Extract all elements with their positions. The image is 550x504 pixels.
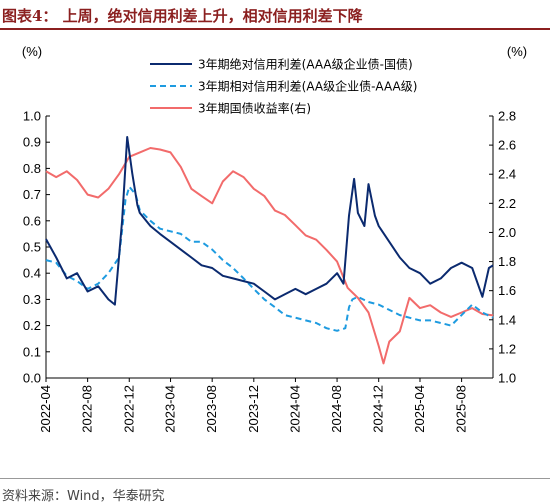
y-right-tick-label: 2.8 <box>498 109 516 124</box>
x-tick-label: 2022-04 <box>38 385 53 433</box>
x-tick-label: 2024-12 <box>371 385 386 433</box>
series-line-2 <box>45 185 494 332</box>
series-layer <box>45 136 494 365</box>
y-left-tick-label: 0.1 <box>23 344 41 359</box>
y-left-tick-label: 0.7 <box>23 187 41 202</box>
y-right-tick-label: 2.4 <box>498 167 516 182</box>
legend-label-3: 3年期国债收益率(右) <box>198 101 311 116</box>
source-note: 资料来源：Wind，华泰研究 <box>2 489 165 504</box>
x-tick-label: 2024-04 <box>287 385 302 433</box>
series-line-3 <box>45 147 494 365</box>
y-right-tick-label: 2.2 <box>498 196 516 211</box>
y-right-tick-label: 2.0 <box>498 225 516 240</box>
y-left-tick-label: 0.8 <box>23 161 41 176</box>
y-right-tick-label: 2.6 <box>498 138 516 153</box>
y-left-tick-label: 0.9 <box>23 135 41 150</box>
y-left-tick-label: 0.4 <box>23 266 41 281</box>
chart: (%) (%) 0.0 0.1 0.2 0.3 0.4 0.5 0.6 0.7 0.8 0.9 1.0 1… <box>22 44 527 433</box>
axes: (%) (%) 0.0 0.1 0.2 0.3 0.4 0.5 0.6 0.7 0.8 0.9 1.0 1… <box>22 44 527 433</box>
legend-label-1: 3年期绝对信用利差(AAA级企业债-国债) <box>198 57 413 72</box>
y-right-tick-label: 1.4 <box>498 312 516 327</box>
y-left-tick-label: 0.2 <box>23 318 41 333</box>
y-right-unit: (%) <box>507 44 527 59</box>
legend-label-2: 3年期相对信用利差(AA级企业债-AAA级) <box>198 79 417 94</box>
x-tick-label: 2023-04 <box>163 385 178 433</box>
chart-title: 图表4： 上周，绝对信用利差上升，相对信用利差下降 <box>2 7 363 25</box>
title-bar: 图表4： 上周，绝对信用利差上升，相对信用利差下降 <box>0 0 550 30</box>
legend: 3年期绝对信用利差(AAA级企业债-国债) 3年期相对信用利差(AA级企业债-AA… <box>150 57 417 116</box>
y-left-unit: (%) <box>22 44 42 59</box>
y-left-tick-label: 0.5 <box>23 240 41 255</box>
y-right-tick-label: 1.8 <box>498 254 516 269</box>
x-tick-label: 2024-08 <box>329 385 344 433</box>
x-tick-label: 2025-08 <box>454 385 469 433</box>
y-left-tick-label: 0.0 <box>23 371 41 386</box>
y-left-tick-label: 1.0 <box>23 109 41 124</box>
y-right-tick-label: 1.6 <box>498 283 516 298</box>
x-tick-label: 2022-12 <box>121 385 136 433</box>
y-left-tick-label: 0.6 <box>23 213 41 228</box>
y-left-tick-label: 0.3 <box>23 292 41 307</box>
x-tick-label: 2023-08 <box>204 385 219 433</box>
series-line-1 <box>45 136 494 306</box>
x-tick-label: 2023-12 <box>246 385 261 433</box>
x-tick-label: 2025-04 <box>412 385 427 433</box>
x-tick-label: 2022-08 <box>80 385 95 433</box>
source-bar: 资料来源：Wind，华泰研究 <box>0 478 550 504</box>
y-right-tick-label: 1.2 <box>498 341 516 356</box>
y-right-tick-label: 1.0 <box>498 371 516 386</box>
